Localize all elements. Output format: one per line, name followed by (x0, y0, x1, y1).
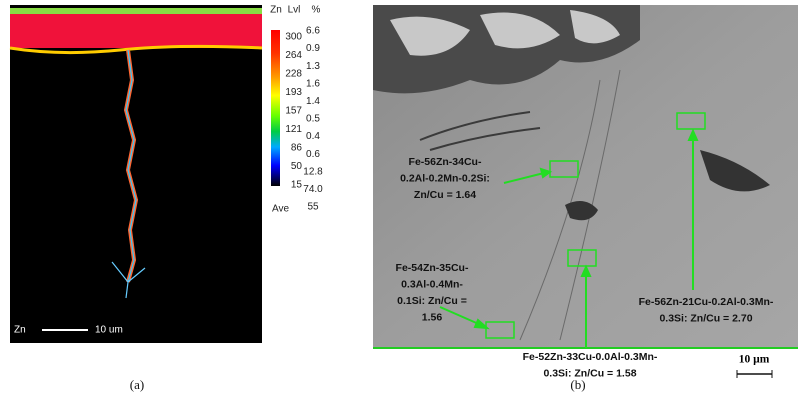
level-label: 50 (291, 161, 303, 172)
level-label: 228 (285, 69, 302, 80)
annotation-line: 0.2Al-0.2Mn-0.2Si: (400, 172, 490, 184)
annotation-line: Fe-54Zn-35Cu- (396, 262, 469, 274)
level-label: 264 (285, 50, 302, 61)
ave-label: Ave (272, 204, 289, 215)
scale-label: 10 um (95, 325, 123, 336)
percent-label: 1.6 (306, 78, 320, 89)
figure: Zn Lvl% 300 264 228 193 157 121 86 50 15 6.6 0.9 1.3 1… (0, 0, 803, 407)
percent-label: 0.5 (306, 114, 320, 125)
annotation-line: 1.56 (422, 311, 443, 323)
level-label: 121 (285, 124, 302, 135)
map-label: Zn (14, 325, 26, 336)
level-label: 193 (285, 87, 302, 98)
annotation-line: 0.3Al-0.4Mn- (401, 278, 463, 290)
annotation-line: 0.1Si: Zn/Cu = (397, 295, 467, 307)
percent-label: 6.6 (306, 26, 320, 37)
annotation-line: 0.3Si: Zn/Cu = 1.58 (543, 367, 636, 379)
legend-header: Lvl (288, 5, 301, 16)
legend-header: Zn (270, 5, 282, 16)
annotation-line: Fe-56Zn-34Cu- (409, 156, 482, 168)
caption: (a) (130, 377, 144, 392)
legend-header: % (312, 5, 321, 16)
percent-label: 0.6 (306, 149, 320, 160)
annotation-line: Zn/Cu = 1.64 (414, 189, 476, 201)
eds-map (10, 5, 262, 343)
percent-label: 12.8 (303, 166, 323, 177)
percent-label: 1.4 (306, 96, 320, 107)
percent-label: 0.4 (306, 131, 320, 142)
level-label: 86 (291, 143, 303, 154)
caption: (b) (570, 377, 585, 392)
annotation-line: Fe-52Zn-33Cu-0.0Al-0.3Mn- (523, 351, 658, 363)
scale-label: 10 µm (739, 354, 770, 366)
percent-label: 0.9 (306, 43, 320, 54)
annotation-line: 0.3Si: Zn/Cu = 2.70 (659, 312, 752, 324)
percent-label: 74.0 (303, 184, 323, 195)
level-label: 15 (291, 180, 303, 191)
color-bar (271, 30, 280, 186)
ave-value: 55 (307, 202, 319, 213)
level-label: 300 (285, 32, 302, 43)
annotation-line: Fe-56Zn-21Cu-0.2Al-0.3Mn- (639, 296, 774, 308)
percent-label: 1.3 (306, 61, 320, 72)
level-label: 157 (285, 106, 302, 117)
